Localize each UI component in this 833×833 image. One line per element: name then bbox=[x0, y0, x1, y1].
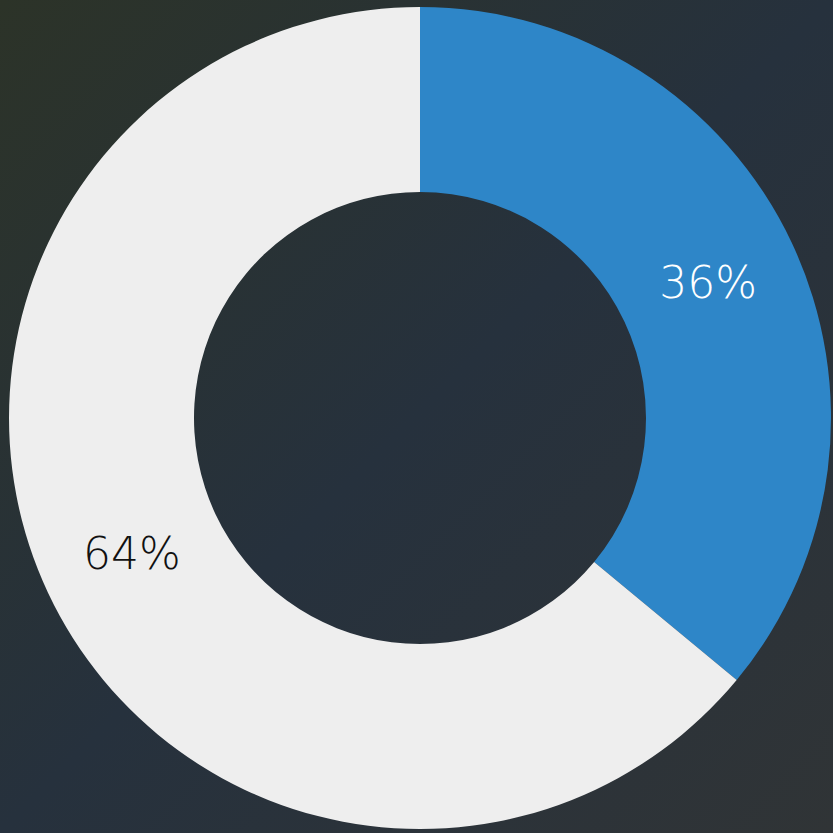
slice bbox=[9, 7, 737, 829]
donut bbox=[9, 7, 831, 829]
data-labels: 36% 64% bbox=[83, 257, 757, 579]
data-label: 64% bbox=[83, 528, 181, 579]
slice bbox=[420, 7, 831, 680]
chart: 36% 64% bbox=[0, 0, 833, 833]
data-label: 36% bbox=[659, 257, 757, 308]
background bbox=[0, 0, 833, 833]
